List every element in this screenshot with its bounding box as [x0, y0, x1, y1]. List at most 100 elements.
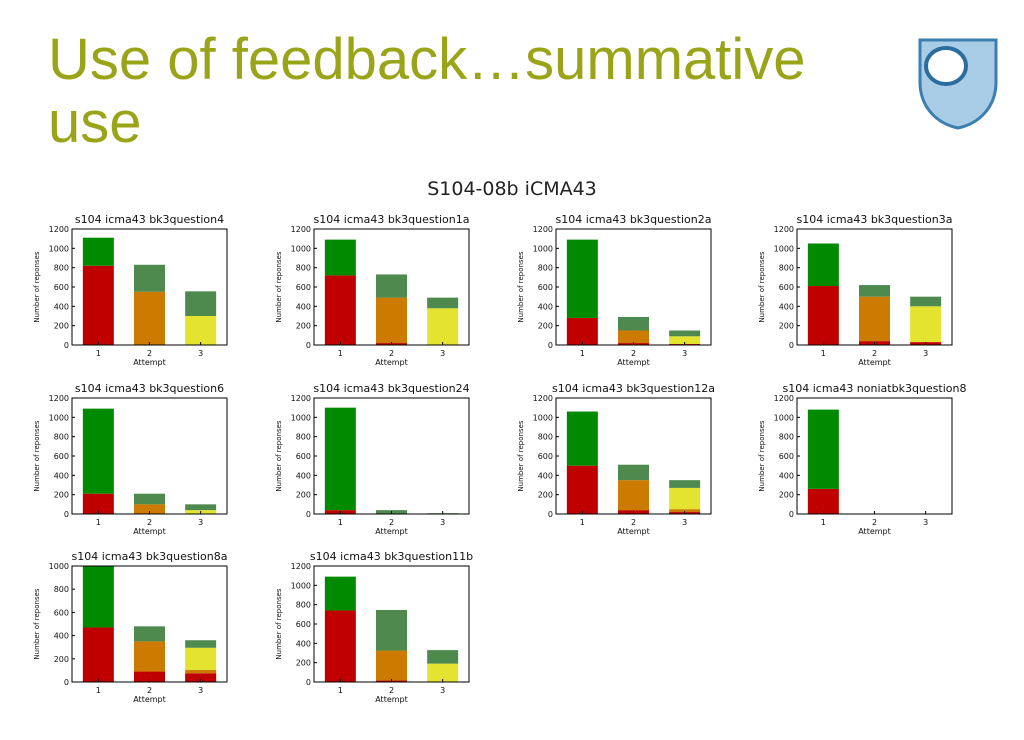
- subplot: s104 icma43 bk3question11b 1 2 3 0 200 400 600 8…: [275, 550, 473, 704]
- y-axis-label: Number of reponses: [517, 420, 525, 491]
- bar-segment: [324, 239, 356, 276]
- y-tick-label: 600: [296, 283, 311, 292]
- x-tick-label: 3: [923, 518, 928, 527]
- x-tick-label: 3: [923, 349, 928, 358]
- subplot-title: s104 icma43 bk3question11b: [310, 550, 473, 563]
- y-tick-label: 600: [538, 283, 553, 292]
- bar-segment: [185, 504, 217, 511]
- y-tick-label: 0: [306, 510, 311, 519]
- y-tick-label: 200: [54, 491, 69, 500]
- y-tick-label: 200: [296, 491, 311, 500]
- y-tick-label: 400: [54, 302, 69, 311]
- y-axis-label: Number of reponses: [517, 251, 525, 322]
- subplot: s104 icma43 bk3question6 1 2 3 0 200 400 600 800…: [33, 382, 228, 536]
- y-tick-label: 600: [538, 452, 553, 461]
- bar-segment: [427, 297, 459, 309]
- bar-segment: [134, 504, 165, 514]
- y-tick-label: 600: [54, 608, 69, 617]
- subplot-title: s104 icma43 bk3question2a: [556, 213, 712, 226]
- x-tick-label: 2: [389, 349, 394, 358]
- x-tick-label: 1: [580, 518, 585, 527]
- y-tick-label: 800: [779, 433, 794, 442]
- x-tick-label: 1: [96, 518, 101, 527]
- bar-segment: [134, 291, 165, 345]
- y-tick-label: 600: [54, 452, 69, 461]
- bar-segment: [566, 317, 598, 345]
- y-tick-label: 200: [538, 322, 553, 331]
- subplot: s104 icma43 bk3question24 1 2 3 0 200 400 600 80…: [275, 382, 470, 536]
- x-tick-label: 2: [872, 518, 877, 527]
- x-tick-label: 1: [338, 349, 343, 358]
- bar-segment: [134, 671, 165, 682]
- y-tick-label: 400: [54, 632, 69, 641]
- y-tick-label: 600: [54, 283, 69, 292]
- subplot-title: s104 icma43 bk3question4: [75, 213, 224, 226]
- bar-segment: [185, 640, 217, 648]
- bar-segment: [618, 480, 649, 511]
- bar-segment: [376, 274, 407, 298]
- plot-frame: [71, 228, 228, 346]
- y-tick-label: 0: [548, 341, 553, 350]
- x-tick-label: 3: [440, 349, 445, 358]
- bar-segment: [324, 275, 356, 345]
- y-tick-label: 800: [779, 264, 794, 273]
- x-tick-label: 1: [821, 518, 826, 527]
- y-tick-label: 800: [54, 585, 69, 594]
- y-tick-label: 1000: [533, 413, 553, 422]
- bar-segment: [566, 239, 598, 318]
- y-tick-label: 0: [64, 510, 69, 519]
- bar-segment: [324, 407, 356, 511]
- y-tick-label: 0: [64, 341, 69, 350]
- y-tick-label: 400: [538, 471, 553, 480]
- bar-segment: [427, 308, 459, 345]
- y-axis-label: Number of reponses: [275, 588, 283, 659]
- bar-segment: [134, 264, 165, 292]
- y-tick-label: 0: [306, 341, 311, 350]
- y-tick-label: 1000: [774, 244, 794, 253]
- slide-title: Use of feedback…summative use: [48, 27, 806, 155]
- y-tick-label: 0: [789, 341, 794, 350]
- x-tick-label: 3: [682, 518, 687, 527]
- y-tick-label: 1000: [49, 244, 69, 253]
- subplot: s104 icma43 bk3question8a 1 2 3 0 200 400 600 80…: [33, 550, 228, 704]
- plot-frame: [796, 397, 953, 515]
- y-tick-label: 400: [296, 471, 311, 480]
- y-tick-label: 800: [54, 433, 69, 442]
- figure-title: S104-08b iCMA43: [427, 178, 597, 200]
- y-tick-label: 1200: [774, 225, 794, 234]
- x-axis-label: Attempt: [858, 358, 891, 367]
- plot-frame: [71, 397, 228, 515]
- y-axis-label: Number of reponses: [33, 251, 41, 322]
- bar-segment: [185, 647, 217, 670]
- bar-segment: [859, 296, 890, 342]
- x-tick-label: 2: [872, 349, 877, 358]
- x-tick-label: 2: [389, 686, 394, 695]
- y-tick-label: 0: [548, 510, 553, 519]
- bar-segment: [427, 650, 459, 664]
- bar-segment: [82, 408, 114, 494]
- y-tick-label: 1200: [533, 394, 553, 403]
- x-tick-label: 2: [147, 518, 152, 527]
- subplot-title: s104 icma43 bk3question12a: [552, 382, 715, 395]
- x-tick-label: 1: [96, 349, 101, 358]
- subplot-title: s104 icma43 bk3question24: [313, 382, 469, 395]
- x-tick-label: 3: [198, 349, 203, 358]
- bar-segment: [376, 297, 407, 344]
- bar-segment: [82, 566, 114, 628]
- y-tick-label: 400: [296, 639, 311, 648]
- x-axis-label: Attempt: [375, 527, 408, 536]
- bar-segment: [859, 285, 890, 297]
- bar-segment: [324, 576, 356, 611]
- plot-frame: [71, 565, 228, 683]
- y-tick-label: 1200: [291, 394, 311, 403]
- plot-frame: [555, 397, 712, 515]
- x-axis-label: Attempt: [133, 527, 166, 536]
- subplot: s104 icma43 bk3question2a 1 2 3 0 200 400 600 80…: [517, 213, 712, 367]
- x-axis-label: Attempt: [133, 695, 166, 704]
- bar-segment: [324, 610, 356, 682]
- bar-segment: [134, 641, 165, 672]
- y-tick-label: 800: [296, 433, 311, 442]
- bar-segment: [807, 243, 839, 287]
- y-tick-label: 1000: [533, 244, 553, 253]
